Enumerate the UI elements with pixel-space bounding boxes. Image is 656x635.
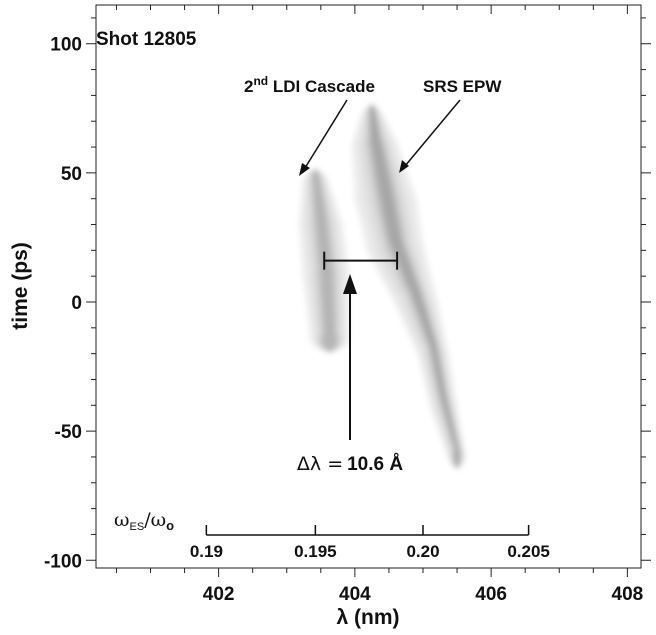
y-tick-label: -50: [55, 422, 82, 443]
ldi-cascade-label: 2nd LDI Cascade: [244, 74, 375, 96]
omega-tick-label: 0.195: [294, 542, 337, 561]
ldi-label-sup: nd: [253, 74, 268, 88]
y-axis-title: time (ps): [9, 242, 32, 330]
y-tick-label: 0: [71, 293, 82, 314]
ldi-arrow-head: [299, 163, 310, 176]
delta-value: 10.6 Å: [347, 454, 403, 475]
omega-axis-label: ωES/ωo: [114, 509, 174, 533]
y-tick-label: 100: [50, 35, 82, 56]
y-tick-label: 50: [61, 164, 82, 185]
omega-mid: /ω: [144, 509, 166, 531]
epw-arrow-line: [404, 99, 461, 167]
y-tick-label: -100: [44, 551, 82, 572]
signal-blob: [453, 445, 461, 469]
ldi-arrow-line: [304, 99, 348, 169]
omega-tick-label: 0.20: [406, 542, 439, 561]
axis-tick-labels: 402 404 406 408 100 50 0 -50 -100: [44, 35, 643, 605]
plot-frame: [95, 4, 642, 569]
delta-lambda-bracket: [323, 251, 399, 270]
signal-blob: [322, 329, 337, 353]
omega-main: ω: [114, 509, 130, 531]
x-tick-label: 406: [475, 584, 507, 605]
delta-arrow-head: [343, 274, 357, 294]
delta-symbol: Δλ =: [297, 453, 343, 475]
omega-tick-label: 0.19: [190, 542, 223, 561]
shot-label: Shot 12805: [96, 29, 197, 50]
x-tick-label: 402: [203, 584, 235, 605]
x-axis-title: λ (nm): [337, 606, 400, 629]
srs-epw-label: SRS EPW: [423, 77, 502, 96]
ldi-label-rest: LDI Cascade: [268, 77, 375, 96]
delta-lambda-label: Δλ = 10.6 Å: [297, 453, 403, 475]
x-tick-label: 408: [612, 584, 644, 605]
epw-arrow-head: [399, 160, 409, 173]
omega-tick-label: 0.205: [507, 542, 550, 561]
omega-sub-o: o: [166, 518, 174, 533]
ldi-label-main: 2: [244, 77, 253, 96]
x-tick-label: 404: [339, 584, 371, 605]
omega-secondary-axis: 0.19 0.195 0.20 0.205: [190, 525, 550, 561]
spectral-signal: [298, 104, 467, 469]
axis-ticks: [86, 5, 651, 577]
omega-sub-es: ES: [130, 521, 145, 533]
